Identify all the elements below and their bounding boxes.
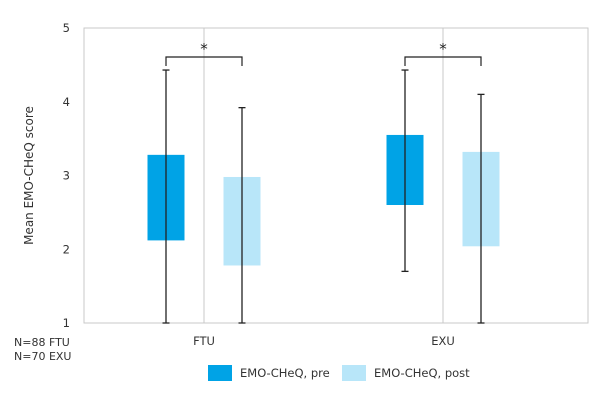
y-tick-label-5: 5 xyxy=(63,21,70,35)
x-tick-label-exu: EXU xyxy=(431,334,455,348)
plot-frame xyxy=(83,27,589,324)
legend-label-pre: EMO-CHeQ, pre xyxy=(240,366,330,380)
significance-bracket-ftu xyxy=(165,56,243,66)
y-tick-label-3: 3 xyxy=(63,169,70,183)
sample-size-note: N=88 FTU N=70 EXU xyxy=(14,336,71,364)
y-axis-label: Mean EMO-CHeQ score xyxy=(22,106,36,245)
y-tick-label-2: 2 xyxy=(63,242,70,256)
legend-label-post: EMO-CHeQ, post xyxy=(374,366,470,380)
legend-item-pre: EMO-CHeQ, pre xyxy=(208,365,330,381)
legend-swatch-post xyxy=(342,365,366,381)
sample-note-ftu: N=88 FTU xyxy=(14,336,70,349)
significance-bracket-exu xyxy=(404,56,482,66)
y-tick-label-1: 1 xyxy=(63,316,70,330)
y-tick-label-4: 4 xyxy=(63,95,70,109)
legend-item-post: EMO-CHeQ, post xyxy=(342,365,470,381)
x-tick-label-ftu: FTU xyxy=(193,334,215,348)
significance-star-exu: * xyxy=(439,40,447,58)
sample-note-exu: N=70 EXU xyxy=(14,350,72,363)
legend-swatch-pre xyxy=(208,365,232,381)
significance-star-ftu: * xyxy=(200,40,208,58)
